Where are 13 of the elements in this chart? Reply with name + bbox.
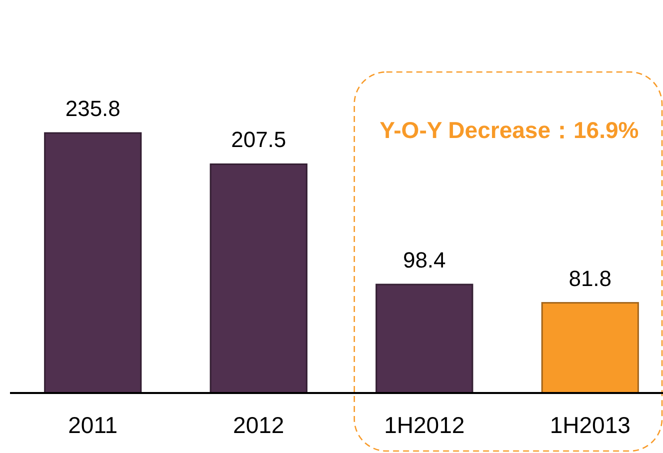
x-tick-label: 1H2013 (550, 412, 630, 438)
x-tick-label: 2011 (68, 412, 118, 438)
bar (376, 284, 474, 394)
data-label: 207.5 (231, 127, 286, 152)
bar (541, 302, 639, 394)
data-label: 235.8 (65, 96, 120, 121)
x-tick-label: 2012 (233, 412, 284, 438)
data-label: 98.4 (402, 248, 446, 272)
x-tick-label: 1H2012 (384, 412, 465, 438)
annotation: Y-O-Y Decrease：16.9% (380, 117, 639, 143)
bar (210, 163, 308, 394)
data-label: 81.8 (568, 266, 612, 291)
bar (44, 132, 142, 394)
